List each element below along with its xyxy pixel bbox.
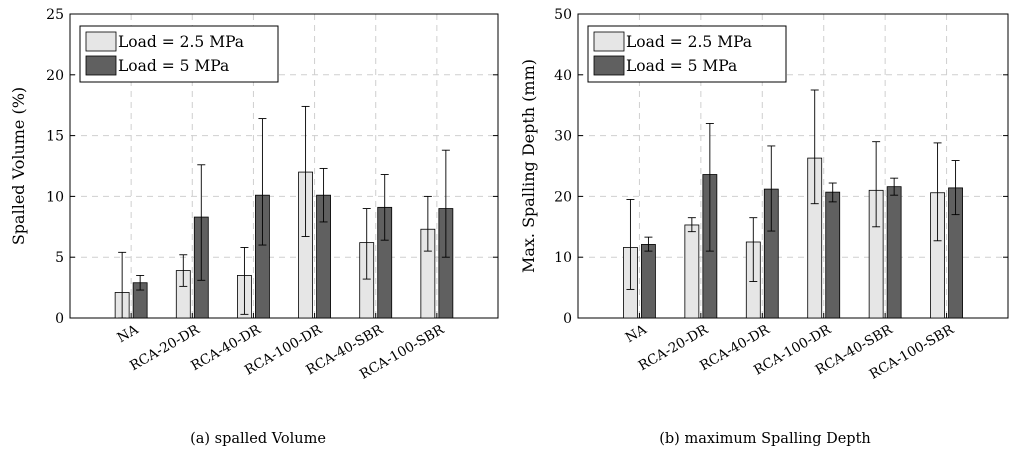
y-tick-label: 0: [55, 311, 64, 327]
y-tick-label: 10: [46, 189, 64, 205]
legend-swatch: [85, 55, 117, 76]
y-tick-label: 20: [46, 68, 64, 84]
y-tick-label: 5: [55, 250, 64, 266]
y-tick-label: 0: [563, 311, 572, 327]
bar: [886, 186, 902, 319]
y-tick-label: 25: [46, 7, 64, 23]
legend-label: Load = 5 MPa: [626, 57, 737, 75]
legend-swatch: [85, 31, 117, 52]
bar: [825, 191, 841, 319]
bar: [684, 224, 700, 319]
legend-swatch: [593, 31, 625, 52]
legend-swatch: [593, 55, 625, 76]
caption-a: (a) spalled Volume: [190, 431, 326, 447]
y-axis-label: Max. Spalling Depth (mm): [519, 59, 538, 273]
y-tick-label: 30: [554, 129, 572, 145]
y-tick-label: 10: [554, 250, 572, 266]
plot-frame: [577, 13, 1009, 319]
y-tick-label: 20: [554, 189, 572, 205]
y-axis-label: Spalled Volume (%): [9, 87, 28, 245]
y-tick-label: 15: [46, 129, 64, 145]
legend-label: Load = 5 MPa: [118, 57, 229, 75]
y-tick-label: 50: [554, 7, 572, 23]
x-tick-label: NA: [114, 321, 141, 346]
plot-frame: [69, 13, 499, 319]
y-tick-label: 40: [554, 68, 572, 84]
legend-label: Load = 2.5 MPa: [118, 33, 244, 51]
caption-b: (b) maximum Spalling Depth: [659, 431, 871, 447]
legend-label: Load = 2.5 MPa: [626, 33, 752, 51]
bar: [641, 244, 656, 319]
x-tick-label: NA: [623, 321, 650, 346]
